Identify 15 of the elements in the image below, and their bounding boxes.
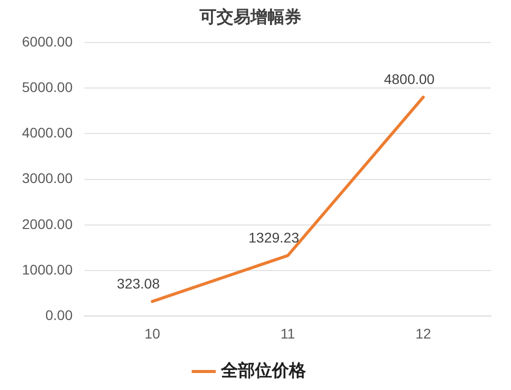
y-tick-label: 4000.00 — [22, 124, 73, 141]
data-label: 4800.00 — [384, 71, 435, 88]
legend-label: 全部位价格 — [220, 361, 307, 380]
x-tick-label: 10 — [144, 325, 160, 342]
x-tick-label: 11 — [280, 325, 296, 342]
y-tick-label: 6000.00 — [22, 33, 73, 50]
chart-title: 可交易增幅券 — [198, 8, 302, 27]
y-tick-label: 1000.00 — [22, 261, 73, 278]
y-tick-label: 5000.00 — [22, 78, 73, 95]
y-tick-label: 0.00 — [45, 307, 73, 324]
y-tick-label: 2000.00 — [22, 216, 73, 232]
data-label: 1329.23 — [248, 229, 300, 246]
x-tick-label: 12 — [415, 325, 432, 342]
data-label: 323.08 — [116, 275, 160, 292]
y-tick-label: 3000.00 — [22, 170, 73, 186]
